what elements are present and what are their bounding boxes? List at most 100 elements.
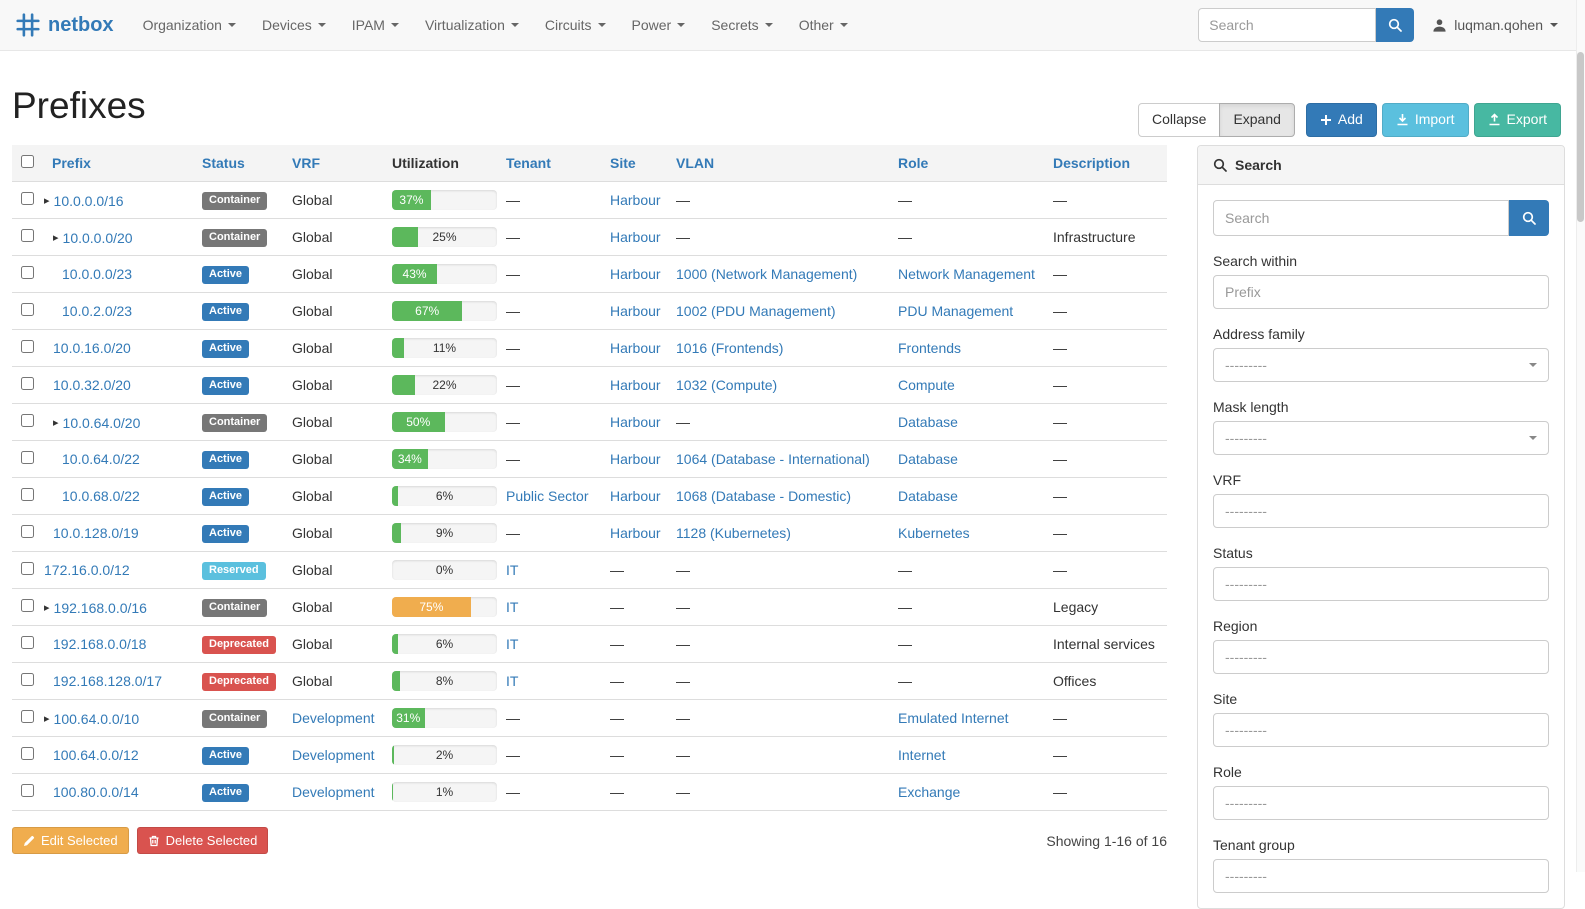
expand-caret-icon[interactable]: ▸ <box>44 602 50 615</box>
vrf-link[interactable]: Development <box>292 784 375 800</box>
role-link[interactable]: Internet <box>898 747 946 763</box>
filter-search-button[interactable] <box>1509 200 1549 236</box>
search-within-input[interactable] <box>1213 275 1549 309</box>
tenant-link[interactable]: IT <box>506 636 519 652</box>
site-link[interactable]: Harbour <box>610 525 661 541</box>
row-select-checkbox[interactable] <box>21 192 34 205</box>
site-link[interactable]: Harbour <box>610 192 661 208</box>
vlan-link[interactable]: 1064 (Database - International) <box>676 451 870 467</box>
prefix-link[interactable]: 10.0.64.0/20 <box>62 414 141 431</box>
role-link[interactable]: PDU Management <box>898 303 1014 319</box>
column-header-vrf[interactable]: VRF <box>284 145 384 182</box>
expand-caret-icon[interactable]: ▸ <box>53 417 59 430</box>
prefix-link[interactable]: 100.64.0.0/10 <box>53 710 140 727</box>
site-link[interactable]: Harbour <box>610 340 661 356</box>
site-link[interactable]: Harbour <box>610 303 661 319</box>
nav-item-organization[interactable]: Organization <box>130 0 249 50</box>
role-link[interactable]: Exchange <box>898 784 961 800</box>
prefix-link[interactable]: 10.0.128.0/19 <box>53 525 139 541</box>
vrf-input[interactable] <box>1213 494 1549 528</box>
site-link[interactable]: Harbour <box>610 229 661 245</box>
expand-caret-icon[interactable]: ▸ <box>44 713 50 726</box>
row-select-checkbox[interactable] <box>21 451 34 464</box>
prefix-link[interactable]: 10.0.64.0/22 <box>62 451 140 467</box>
prefix-link[interactable]: 10.0.2.0/23 <box>62 303 133 319</box>
column-header-site[interactable]: Site <box>602 145 668 182</box>
prefix-link[interactable]: 10.0.16.0/20 <box>53 340 131 356</box>
edit-selected-button[interactable]: Edit Selected <box>12 827 129 854</box>
vlan-link[interactable]: 1016 (Frontends) <box>676 340 784 356</box>
nav-item-devices[interactable]: Devices <box>249 0 339 50</box>
prefix-link[interactable]: 10.0.68.0/22 <box>62 488 140 504</box>
scrollbar[interactable] <box>1576 0 1585 872</box>
column-header-tenant[interactable]: Tenant <box>498 145 602 182</box>
site-link[interactable]: Harbour <box>610 414 661 430</box>
role-link[interactable]: Frontends <box>898 340 962 356</box>
row-select-checkbox[interactable] <box>21 636 34 649</box>
row-select-checkbox[interactable] <box>21 710 34 723</box>
nav-item-virtualization[interactable]: Virtualization <box>412 0 532 50</box>
role-link[interactable]: Network Management <box>898 266 1035 282</box>
select-all-checkbox[interactable] <box>21 155 34 168</box>
row-select-checkbox[interactable] <box>21 377 34 390</box>
tenant-link[interactable]: IT <box>506 562 519 578</box>
column-header-status[interactable]: Status <box>194 145 284 182</box>
add-button[interactable]: Add <box>1305 103 1377 137</box>
vlan-link[interactable]: 1128 (Kubernetes) <box>676 525 791 541</box>
column-header-description[interactable]: Description <box>1045 145 1167 182</box>
prefix-link[interactable]: 10.0.0.0/20 <box>62 229 133 246</box>
column-header-prefix[interactable]: Prefix <box>44 145 194 182</box>
nav-item-other[interactable]: Other <box>786 0 861 50</box>
vlan-link[interactable]: 1068 (Database - Domestic) <box>676 488 852 504</box>
address-family-select[interactable]: --------- <box>1213 348 1549 382</box>
row-select-checkbox[interactable] <box>21 562 34 575</box>
row-select-checkbox[interactable] <box>21 488 34 501</box>
region-input[interactable] <box>1213 640 1549 674</box>
column-header-role[interactable]: Role <box>890 145 1045 182</box>
tenant-link[interactable]: IT <box>506 599 519 615</box>
role-link[interactable]: Kubernetes <box>898 525 970 541</box>
column-header-vlan[interactable]: VLAN <box>668 145 890 182</box>
nav-item-power[interactable]: Power <box>619 0 699 50</box>
nav-item-ipam[interactable]: IPAM <box>339 0 412 50</box>
row-select-checkbox[interactable] <box>21 525 34 538</box>
nav-item-circuits[interactable]: Circuits <box>532 0 619 50</box>
collapse-button[interactable]: Collapse <box>1137 103 1221 137</box>
row-select-checkbox[interactable] <box>21 599 34 612</box>
netbox-brand[interactable]: netbox <box>15 12 114 38</box>
expand-button[interactable]: Expand <box>1219 103 1295 137</box>
delete-selected-button[interactable]: Delete Selected <box>136 827 269 854</box>
expand-caret-icon[interactable]: ▸ <box>53 232 59 245</box>
mask-length-select[interactable]: --------- <box>1213 421 1549 455</box>
site-input[interactable] <box>1213 713 1549 747</box>
row-select-checkbox[interactable] <box>21 747 34 760</box>
row-select-checkbox[interactable] <box>21 414 34 427</box>
prefix-link[interactable]: 10.0.0.0/23 <box>62 266 133 282</box>
prefix-link[interactable]: 192.168.128.0/17 <box>53 673 162 689</box>
vrf-link[interactable]: Development <box>292 710 375 726</box>
status-input[interactable] <box>1213 567 1549 601</box>
site-link[interactable]: Harbour <box>610 266 661 282</box>
site-link[interactable]: Harbour <box>610 377 661 393</box>
role-link[interactable]: Emulated Internet <box>898 710 1009 726</box>
row-select-checkbox[interactable] <box>21 266 34 279</box>
tenant-link[interactable]: IT <box>506 673 519 689</box>
prefix-link[interactable]: 192.168.0.0/16 <box>53 599 147 616</box>
user-menu[interactable]: luqman.qohen <box>1432 17 1558 33</box>
prefix-link[interactable]: 192.168.0.0/18 <box>53 636 147 652</box>
expand-caret-icon[interactable]: ▸ <box>44 195 50 208</box>
prefix-link[interactable]: 100.64.0.0/12 <box>53 747 139 763</box>
row-select-checkbox[interactable] <box>21 229 34 242</box>
vrf-link[interactable]: Development <box>292 747 375 763</box>
role-link[interactable]: Database <box>898 414 958 430</box>
role-link[interactable]: Database <box>898 488 958 504</box>
tenant-link[interactable]: Public Sector <box>506 488 589 504</box>
export-button[interactable]: Export <box>1473 103 1561 137</box>
vlan-link[interactable]: 1032 (Compute) <box>676 377 778 393</box>
site-link[interactable]: Harbour <box>610 451 661 467</box>
prefix-link[interactable]: 10.0.0.0/16 <box>53 192 124 209</box>
global-search-button[interactable] <box>1376 8 1415 42</box>
nav-item-secrets[interactable]: Secrets <box>698 0 785 50</box>
prefix-link[interactable]: 100.80.0.0/14 <box>53 784 139 800</box>
prefix-link[interactable]: 10.0.32.0/20 <box>53 377 131 393</box>
